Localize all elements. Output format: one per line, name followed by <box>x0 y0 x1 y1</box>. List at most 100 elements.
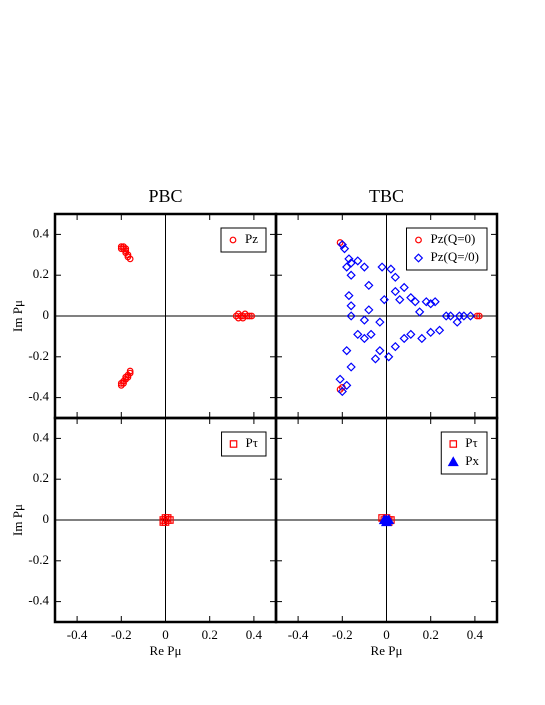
x-tick-label: 0.4 <box>467 627 484 642</box>
x-axis-label: Re Pμ <box>150 643 182 658</box>
point <box>399 333 409 344</box>
point <box>390 341 400 352</box>
y-axis-label: Im Pμ <box>10 300 25 332</box>
point <box>117 245 125 253</box>
point <box>465 311 476 321</box>
point <box>410 297 420 307</box>
legend-box <box>221 431 267 457</box>
point <box>337 386 347 397</box>
point <box>447 456 459 467</box>
point <box>346 311 356 321</box>
point <box>366 329 376 340</box>
point <box>342 346 352 356</box>
point <box>344 254 354 264</box>
point <box>239 314 247 322</box>
point <box>346 270 356 280</box>
point <box>346 362 356 372</box>
point <box>426 327 436 337</box>
point <box>346 301 356 311</box>
point <box>364 305 374 315</box>
point <box>445 311 456 321</box>
y-tick-label: 0.2 <box>33 266 49 281</box>
y-tick-label: -0.2 <box>28 552 49 567</box>
point <box>364 280 374 291</box>
point <box>342 380 352 391</box>
point <box>390 286 400 297</box>
legend-label: Pz <box>245 231 258 246</box>
legend-label: Pz(Q=/0) <box>431 249 480 264</box>
point <box>248 312 256 320</box>
legend: Pτ <box>221 431 267 457</box>
point <box>459 311 469 321</box>
legend: Pz(Q=0) Pz(Q=/0) <box>406 227 488 271</box>
y-tick-label: -0.4 <box>28 593 49 608</box>
point <box>417 333 427 344</box>
point <box>342 262 352 272</box>
legend-label: Pτ <box>465 435 477 450</box>
point <box>375 346 385 356</box>
point <box>359 315 370 325</box>
point <box>229 440 238 448</box>
point <box>386 264 396 274</box>
panel-title: PBC <box>148 186 182 206</box>
point <box>117 379 125 387</box>
point <box>426 299 436 309</box>
point <box>359 333 370 344</box>
point <box>377 262 387 272</box>
point <box>390 272 400 282</box>
legend-box <box>406 227 488 271</box>
legend: Pτ Px <box>440 431 488 475</box>
point <box>246 312 253 320</box>
x-tick-label: 0 <box>162 627 169 642</box>
y-tick-label: 0.2 <box>33 470 49 485</box>
y-tick-label: 0.4 <box>33 429 50 444</box>
point <box>335 374 345 384</box>
point <box>475 312 483 320</box>
point <box>337 239 347 250</box>
point <box>359 262 370 272</box>
point <box>346 258 356 268</box>
point <box>370 354 381 364</box>
x-tick-label: -0.4 <box>288 627 309 642</box>
point <box>166 516 174 524</box>
point <box>126 255 134 263</box>
legend-box <box>440 431 488 475</box>
point <box>229 236 237 244</box>
point <box>452 317 462 327</box>
y-tick-label: 0 <box>43 307 50 322</box>
point <box>375 317 385 327</box>
point <box>379 295 389 305</box>
point <box>434 325 445 335</box>
point <box>449 440 458 448</box>
panel-title: TBC <box>369 186 404 206</box>
legend-label: Pz(Q=0) <box>431 231 476 246</box>
legend: Pz <box>220 227 267 253</box>
y-tick-label: -0.4 <box>28 389 49 404</box>
y-tick-label: -0.2 <box>28 348 49 363</box>
x-tick-label: 0.2 <box>423 627 439 642</box>
point <box>122 245 130 253</box>
point <box>399 282 409 293</box>
point <box>395 295 405 305</box>
point <box>406 292 416 303</box>
panel-frame <box>274 416 499 624</box>
point <box>415 307 425 317</box>
point <box>124 373 132 381</box>
point <box>413 253 424 263</box>
legend-label: Pτ <box>246 435 258 450</box>
point <box>415 236 422 244</box>
point <box>406 329 416 340</box>
x-tick-label: -0.2 <box>111 627 132 642</box>
x-tick-label: -0.2 <box>332 627 353 642</box>
point <box>383 514 395 525</box>
point <box>384 352 394 362</box>
point <box>163 514 172 522</box>
x-tick-label: 0 <box>383 627 390 642</box>
point <box>235 314 242 322</box>
x-tick-label: 0.4 <box>246 627 263 642</box>
point <box>421 297 431 307</box>
legend-box <box>220 227 267 253</box>
y-tick-label: 0 <box>43 511 50 526</box>
y-axis-label: Im Pμ <box>10 504 25 536</box>
